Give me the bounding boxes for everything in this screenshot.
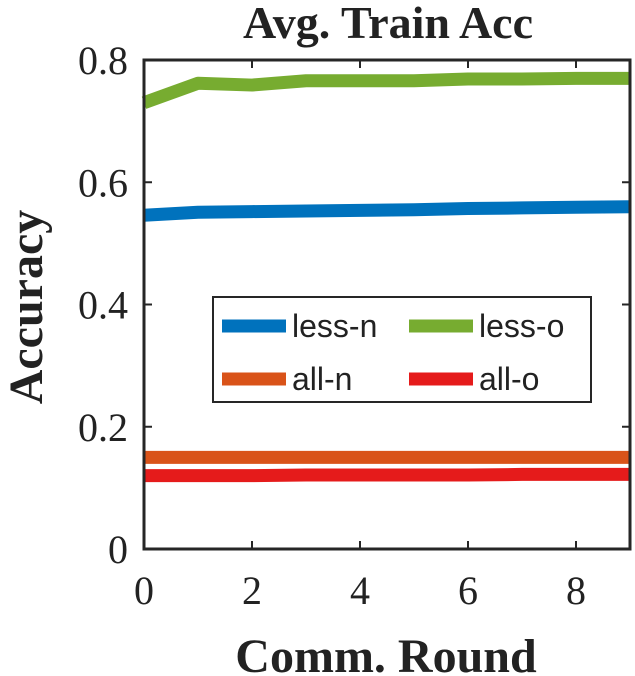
x-tick-label: 6 bbox=[458, 568, 478, 613]
y-tick-label: 0.2 bbox=[78, 405, 128, 450]
legend-label-less-o: less-o bbox=[479, 308, 564, 344]
legend-label-less-n: less-n bbox=[292, 308, 377, 344]
x-tick-label: 4 bbox=[350, 568, 370, 613]
series-line-less-n bbox=[143, 200, 631, 222]
y-axis-label: Accuracy bbox=[0, 210, 53, 405]
y-tick-label: 0 bbox=[108, 527, 128, 572]
series-line-all-o bbox=[144, 467, 630, 483]
series-line-less-o bbox=[141, 71, 630, 109]
y-axis-ticks: 0 0.2 0.4 0.6 0.8 bbox=[78, 38, 630, 572]
x-tick-label: 0 bbox=[134, 568, 154, 613]
legend-label-all-o: all-o bbox=[479, 361, 539, 397]
x-tick-label: 8 bbox=[566, 568, 586, 613]
y-tick-label: 0.8 bbox=[78, 38, 128, 83]
plot-lines bbox=[141, 71, 631, 483]
y-tick-label: 0.6 bbox=[78, 160, 128, 205]
x-axis-ticks: 0 2 4 6 8 bbox=[134, 60, 586, 613]
legend-label-all-n: all-n bbox=[292, 361, 352, 397]
x-tick-label: 2 bbox=[242, 568, 262, 613]
x-axis-label: Comm. Round bbox=[235, 630, 537, 676]
chart-title: Avg. Train Acc bbox=[243, 0, 533, 48]
legend: less-n less-o all-n all-o bbox=[212, 296, 592, 403]
y-tick-label: 0.4 bbox=[78, 283, 128, 328]
